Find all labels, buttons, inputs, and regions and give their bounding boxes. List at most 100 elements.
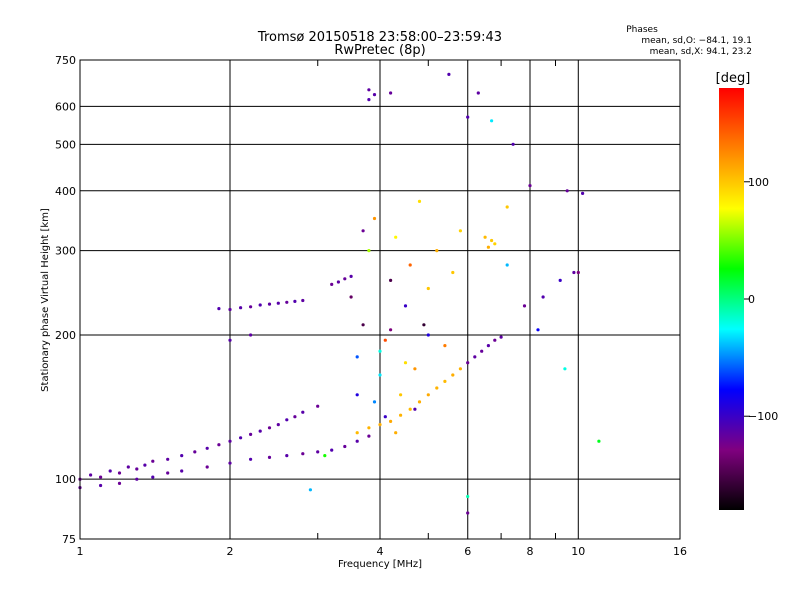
data-point xyxy=(413,367,417,371)
data-point xyxy=(490,119,494,123)
data-point xyxy=(572,270,576,275)
data-point xyxy=(383,415,387,419)
data-point xyxy=(399,393,403,397)
data-point xyxy=(367,249,371,253)
data-point xyxy=(126,465,130,469)
y-axis-label: Stationary phase Virtual Height [km] xyxy=(40,208,51,392)
data-point xyxy=(180,454,184,458)
data-point xyxy=(267,455,272,459)
data-point xyxy=(499,335,503,339)
data-point xyxy=(466,361,470,365)
colorbar-tick-label: 0 xyxy=(748,293,755,306)
data-point xyxy=(301,298,305,303)
data-point xyxy=(180,469,184,473)
data-point xyxy=(493,338,497,342)
data-point xyxy=(316,450,320,454)
data-point xyxy=(343,444,347,449)
y-tick-label: 200 xyxy=(55,329,76,342)
phases-x-line: mean, sd,X: 94.1, 23.2 xyxy=(650,47,752,57)
data-point xyxy=(349,295,353,299)
data-point xyxy=(451,270,455,275)
x-tick-label: 4 xyxy=(377,545,384,558)
data-point xyxy=(394,431,398,435)
data-point xyxy=(239,306,243,310)
data-point xyxy=(143,463,147,467)
data-point xyxy=(458,367,462,371)
data-point xyxy=(323,454,327,458)
data-point xyxy=(249,333,253,337)
data-point xyxy=(249,432,253,436)
data-point xyxy=(308,488,312,492)
data-point xyxy=(422,323,426,327)
data-point xyxy=(99,483,103,488)
x-tick-label: 6 xyxy=(464,545,471,558)
data-point xyxy=(361,229,365,233)
data-point xyxy=(451,373,455,377)
data-point xyxy=(447,72,451,76)
data-point xyxy=(511,142,515,146)
x-axis-ticks: 1 2 4 6 8 10 16 xyxy=(77,60,687,558)
data-point xyxy=(389,419,393,423)
data-point xyxy=(217,307,221,311)
data-point xyxy=(367,88,371,92)
data-point xyxy=(205,465,209,469)
data-point xyxy=(435,386,439,390)
data-point xyxy=(99,475,103,479)
data-point xyxy=(258,429,262,433)
data-point xyxy=(367,98,371,102)
data-point xyxy=(117,481,122,485)
data-point xyxy=(372,93,377,97)
x-tick-label: 16 xyxy=(673,545,687,558)
x-axis-label: Frequency [MHz] xyxy=(338,559,422,570)
data-point xyxy=(267,302,272,306)
data-points xyxy=(78,72,601,515)
data-point xyxy=(389,278,393,282)
data-point xyxy=(228,439,232,443)
data-point xyxy=(217,443,221,447)
phases-o-line: mean, sd,O: −84.1, 19.1 xyxy=(641,36,752,46)
data-point xyxy=(399,413,403,417)
colorbar-tick-label: 100 xyxy=(748,176,769,189)
x-tick-label: 10 xyxy=(571,545,585,558)
data-point xyxy=(372,216,377,221)
data-point xyxy=(378,349,382,353)
data-point xyxy=(541,295,545,299)
data-point xyxy=(576,270,580,275)
data-point xyxy=(403,361,408,365)
data-point xyxy=(193,450,197,454)
data-point xyxy=(486,245,490,249)
data-point xyxy=(355,393,359,397)
data-point xyxy=(355,431,359,435)
data-point xyxy=(293,299,297,303)
data-point xyxy=(466,115,470,119)
data-point xyxy=(417,199,422,203)
y-tick-label: 600 xyxy=(55,100,76,113)
data-point xyxy=(267,426,272,430)
y-tick-label: 300 xyxy=(55,245,76,258)
data-point xyxy=(135,467,139,471)
data-point xyxy=(89,473,93,477)
y-tick-label: 100 xyxy=(55,473,76,486)
data-point xyxy=(293,415,297,419)
data-point xyxy=(426,286,430,291)
data-point xyxy=(301,452,305,456)
data-point xyxy=(426,393,430,397)
data-point xyxy=(316,404,320,408)
data-point xyxy=(505,263,509,267)
colorbar-label: [deg] xyxy=(716,71,751,86)
grid-lines xyxy=(80,60,680,539)
data-point xyxy=(205,446,209,450)
data-point xyxy=(228,307,232,312)
data-point xyxy=(276,423,280,427)
x-tick-label: 8 xyxy=(527,545,534,558)
data-point xyxy=(378,373,382,377)
data-point xyxy=(166,471,170,475)
data-point xyxy=(394,235,398,239)
data-point xyxy=(285,418,289,422)
data-point xyxy=(565,189,569,193)
data-point xyxy=(493,242,497,246)
data-point xyxy=(301,410,305,414)
y-tick-label: 400 xyxy=(55,185,76,198)
data-point xyxy=(330,282,334,286)
data-point xyxy=(372,400,377,404)
